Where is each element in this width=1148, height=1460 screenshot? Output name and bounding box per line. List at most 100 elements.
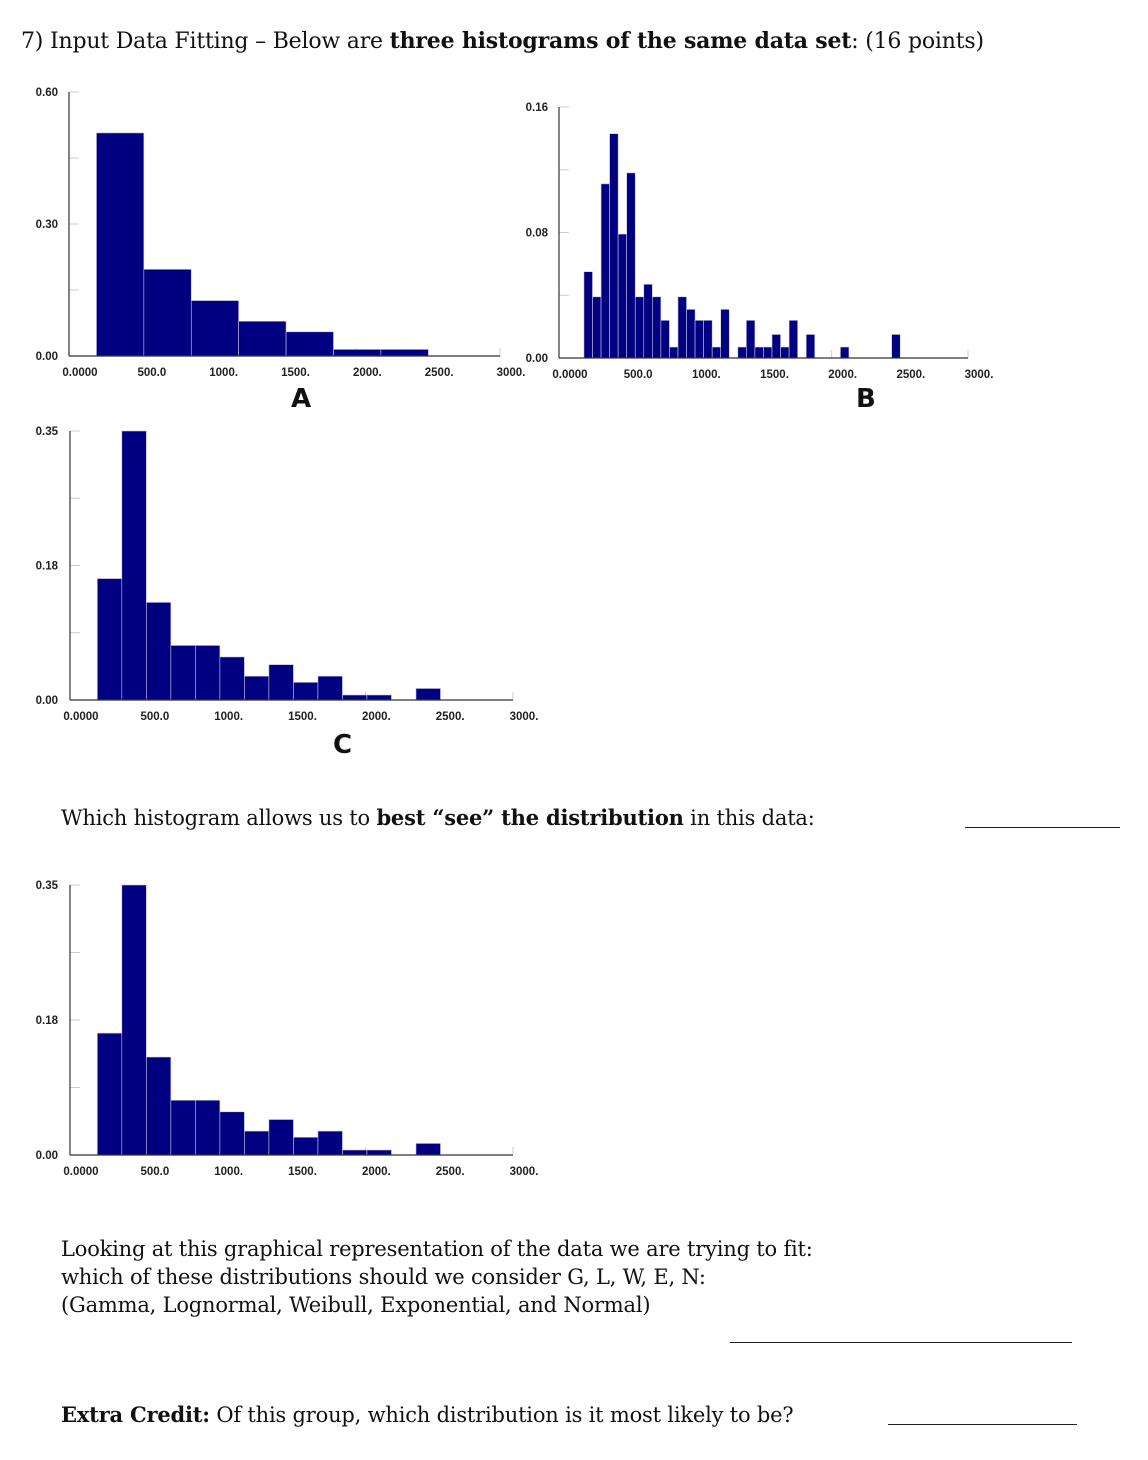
histogram-bar (780, 346, 790, 359)
q1-bold: best “see” the distribution (376, 805, 684, 830)
x-tick-label: 1000. (209, 367, 238, 379)
x-tick-label: 1000. (214, 1166, 243, 1178)
histogram-bar (195, 645, 221, 701)
y-tick-label: 0.08 (526, 228, 549, 240)
x-tick-label: 0.0000 (62, 367, 97, 379)
histogram-bar (754, 346, 764, 359)
histogram-bar (143, 269, 192, 357)
x-tick-label: 0.0000 (552, 369, 587, 381)
x-tick-label: 500.0 (140, 711, 169, 723)
answer-blank-3[interactable] (888, 1424, 1077, 1425)
x-tick-label: 500.0 (140, 1166, 169, 1178)
histogram-bar (415, 688, 441, 701)
y-tick-label: 0.00 (36, 1150, 58, 1162)
label-b: B (856, 384, 876, 414)
histogram-bar (763, 346, 773, 359)
histogram-bar (170, 1099, 196, 1156)
histogram-bar (686, 309, 696, 359)
histogram-bar (788, 320, 798, 359)
label-c: C (333, 730, 353, 760)
x-tick-label: 3000. (510, 1166, 539, 1178)
histogram-bar (677, 296, 687, 359)
x-tick-label: 3000. (497, 367, 526, 379)
y-tick-label: 0.35 (36, 426, 59, 438)
histogram-bar (268, 1119, 294, 1156)
q1-post: in this data: (683, 806, 815, 830)
histogram-bar (121, 430, 147, 701)
histogram-bar (600, 183, 610, 359)
question-number: 7) (21, 29, 44, 54)
histogram-bar (366, 1149, 392, 1156)
histogram-bar (238, 320, 287, 357)
q1-pre: Which histogram allows us to (61, 806, 377, 830)
q2-line-3: (Gamma, Lognormal, Weibull, Exponential,… (61, 1293, 651, 1317)
histogram-bar (333, 349, 382, 357)
x-tick-label: 1500. (288, 711, 317, 723)
y-tick-label: 0.35 (36, 880, 59, 892)
histogram-bar (609, 133, 619, 359)
histogram-bar (268, 664, 294, 701)
histogram-bar (617, 233, 627, 359)
histogram-bar (737, 346, 747, 359)
x-tick-label: 1500. (281, 367, 310, 379)
extra-credit-label: Extra Credit: (61, 1402, 210, 1427)
extra-credit: Extra Credit: Of this group, which distr… (61, 1402, 794, 1427)
question-intro-end: : (16 points) (851, 29, 984, 54)
histogram-bar (643, 283, 653, 359)
x-tick-label: 3000. (510, 711, 539, 723)
q2-line-1: Looking at this graphical representation… (61, 1237, 813, 1261)
answer-blank-2[interactable] (730, 1342, 1072, 1343)
histogram-bar (97, 578, 123, 701)
histogram-bar (146, 602, 172, 701)
y-tick-label: 0.18 (36, 1015, 59, 1027)
histogram-bar (219, 1111, 245, 1156)
histogram-bar (694, 320, 704, 359)
y-tick-label: 0.00 (36, 351, 58, 363)
histogram-bar (415, 1143, 441, 1156)
histogram-bar (805, 334, 816, 359)
y-tick-label: 0.60 (36, 87, 58, 99)
answer-blank-1[interactable] (965, 827, 1120, 828)
x-tick-label: 0.0000 (63, 1166, 98, 1178)
histogram-bar (195, 1099, 221, 1156)
question-1: Which histogram allows us to best “see” … (61, 805, 815, 830)
question-heading: 7) Input Data Fitting – Below are three … (21, 28, 984, 54)
histogram-bar (342, 694, 368, 701)
histogram-bar (317, 675, 343, 701)
histogram-bar (634, 296, 645, 359)
histogram-bar (170, 645, 196, 701)
x-tick-label: 2000. (828, 369, 857, 381)
x-tick-label: 2000. (362, 1166, 391, 1178)
histogram-bar (840, 346, 850, 359)
x-tick-label: 500.0 (624, 369, 653, 381)
x-tick-label: 2000. (362, 711, 391, 723)
histogram-bar (711, 346, 722, 359)
histogram-bar (121, 884, 147, 1156)
histogram-bar (891, 334, 901, 359)
histogram-bar (244, 1130, 270, 1156)
histogram-bar (660, 320, 670, 359)
x-tick-label: 0.0000 (63, 711, 98, 723)
extra-credit-text: Of this group, which distribution is it … (209, 1403, 794, 1427)
histogram-bar (626, 172, 636, 359)
q2-line-2: which of these distributions should we c… (61, 1265, 706, 1289)
histogram-bar (190, 300, 239, 357)
question-intro-bold: three histograms of the same data set (389, 28, 852, 54)
x-tick-label: 2500. (896, 369, 925, 381)
histogram-bar (366, 694, 392, 701)
histogram-bar (592, 296, 602, 359)
histogram-bar (703, 320, 713, 359)
histogram-bar (244, 675, 270, 701)
histogram-bar (293, 1136, 319, 1156)
histogram-bar (380, 349, 429, 357)
histogram-bar (219, 656, 245, 701)
y-tick-label: 0.00 (526, 353, 548, 365)
x-tick-label: 2500. (436, 711, 465, 723)
histogram-bar (771, 334, 781, 359)
x-tick-label: 1500. (288, 1166, 317, 1178)
histogram-bar (746, 320, 756, 359)
x-tick-label: 2000. (353, 367, 382, 379)
x-tick-label: 1000. (692, 369, 721, 381)
histogram-bar (669, 346, 679, 359)
x-tick-label: 1500. (760, 369, 789, 381)
